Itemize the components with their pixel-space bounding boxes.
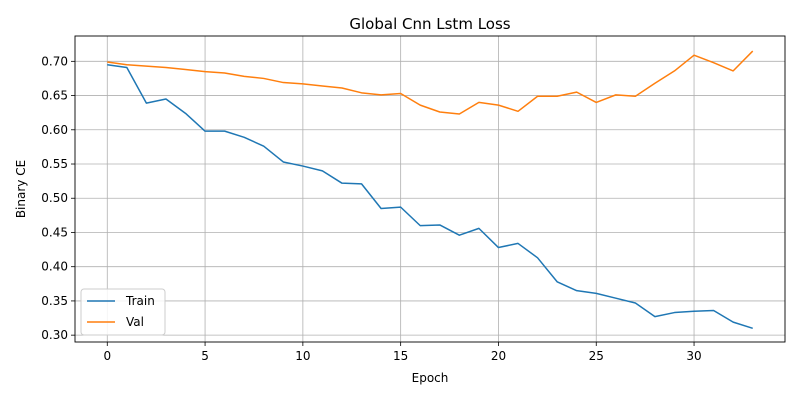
x-tick-label: 0 xyxy=(103,349,111,363)
y-tick-label: 0.50 xyxy=(41,191,68,205)
y-tick-label: 0.40 xyxy=(41,260,68,274)
x-tick-label: 20 xyxy=(491,349,506,363)
legend: Train Val xyxy=(80,288,166,336)
y-tick-label: 0.45 xyxy=(41,225,68,239)
y-tick-label: 0.60 xyxy=(41,123,68,137)
plot-frame xyxy=(74,35,786,343)
y-axis-label: Binary CE xyxy=(14,160,28,218)
x-tick-label: 15 xyxy=(393,349,408,363)
x-tick-label: 25 xyxy=(589,349,604,363)
series-layer xyxy=(107,50,754,330)
series-line-train xyxy=(107,64,753,330)
chart-title: Global Cnn Lstm Loss xyxy=(349,15,510,33)
legend-label-val: Val xyxy=(126,315,144,329)
y-tick-label: 0.65 xyxy=(41,89,68,103)
y-tick-label: 0.55 xyxy=(41,157,68,171)
grid xyxy=(75,36,785,342)
ticks: 0 5 10 15 20 25 30 0.30 0.35 0.40 0.45 0.50 0.55 0.60… xyxy=(41,54,701,363)
series-line-val xyxy=(107,50,754,115)
x-tick-label: 10 xyxy=(295,349,310,363)
y-tick-label: 0.70 xyxy=(41,54,68,68)
legend-label-train: Train xyxy=(125,294,155,308)
y-tick-label: 0.35 xyxy=(41,294,68,308)
x-tick-label: 30 xyxy=(686,349,701,363)
y-tick-label: 0.30 xyxy=(41,328,68,342)
x-axis-label: Epoch xyxy=(412,371,449,385)
x-tick-label: 5 xyxy=(201,349,209,363)
